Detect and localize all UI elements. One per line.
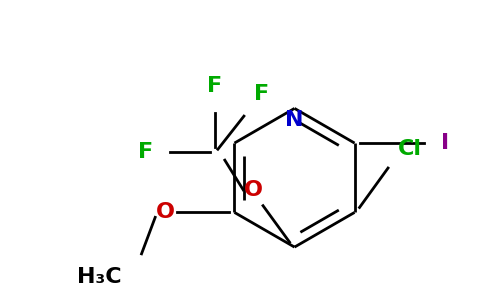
Text: Cl: Cl — [398, 139, 422, 159]
Text: H₃C: H₃C — [77, 267, 121, 287]
Text: F: F — [254, 84, 269, 104]
Text: I: I — [441, 133, 449, 153]
Text: O: O — [243, 180, 263, 200]
Text: F: F — [138, 142, 153, 162]
Text: F: F — [207, 76, 223, 96]
Text: O: O — [155, 202, 175, 222]
Text: N: N — [285, 110, 304, 130]
